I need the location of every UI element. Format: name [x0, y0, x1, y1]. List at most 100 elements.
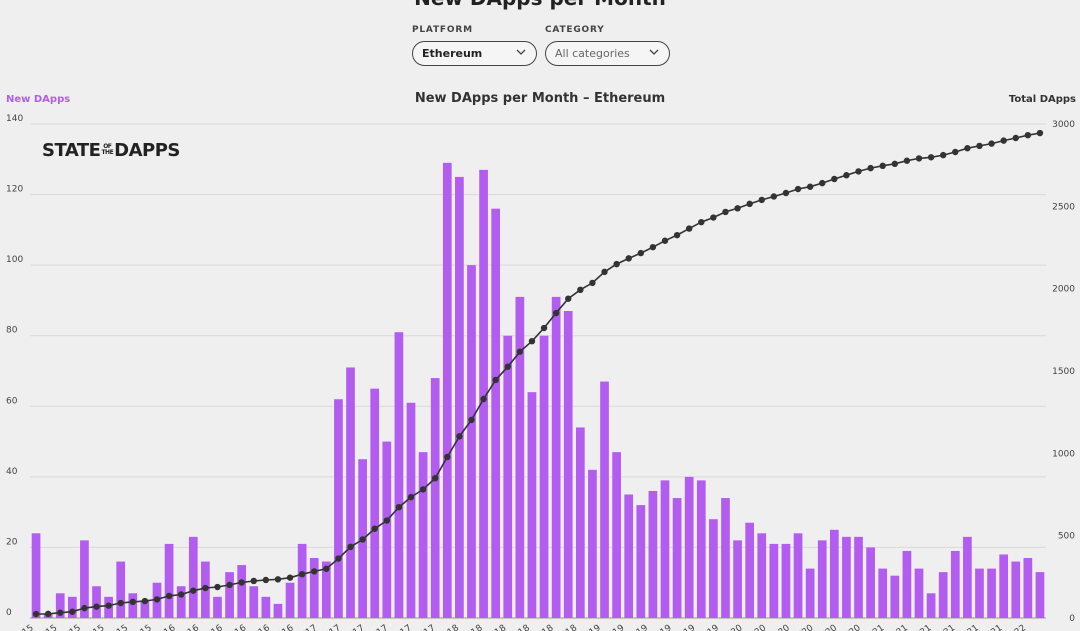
total-dapps-point	[298, 570, 306, 578]
total-dapps-point	[323, 565, 330, 572]
total-dapps-point	[552, 309, 560, 317]
total-dapps-point	[190, 587, 197, 594]
x-tick-label: '20	[822, 623, 839, 631]
bar	[575, 427, 585, 618]
bar	[334, 399, 343, 618]
bar	[394, 332, 404, 618]
x-tick-label: '20	[846, 623, 863, 631]
bar	[285, 582, 295, 618]
total-dapps-point	[32, 610, 40, 618]
bar	[479, 169, 488, 618]
x-tick-label: '18	[538, 623, 555, 631]
x-tick-label: '17	[420, 623, 437, 631]
y-right-tick-label: 500	[1058, 532, 1075, 542]
total-dapps-point	[407, 493, 415, 501]
x-tick-label: '15	[89, 623, 106, 631]
y-right-tick-label: 1500	[1052, 367, 1075, 377]
x-tick-label: '19	[704, 623, 721, 631]
bar	[1011, 561, 1021, 618]
x-tick-label: '16	[208, 623, 225, 631]
total-dapps-point	[359, 536, 366, 543]
bar	[140, 600, 150, 618]
x-tick-label: '17	[302, 623, 319, 631]
total-dapps-point	[250, 577, 257, 585]
bar	[55, 593, 65, 618]
total-dapps-point	[202, 584, 209, 592]
bar	[346, 367, 355, 618]
x-tick-label: '18	[467, 623, 484, 631]
x-tick-label: '20	[751, 623, 768, 631]
bar	[902, 550, 912, 618]
bar	[551, 296, 561, 618]
total-dapps-point	[589, 279, 596, 287]
x-tick-label: '16	[184, 623, 201, 631]
category-select[interactable]: All categories	[545, 41, 670, 66]
total-dapps-point	[371, 525, 378, 532]
total-dapps-point	[722, 208, 729, 216]
total-dapps-point	[891, 160, 899, 168]
bar	[442, 162, 452, 619]
category-filter: CATEGORY All categories	[545, 25, 670, 66]
total-dapps-point	[831, 175, 838, 183]
bar	[854, 536, 863, 618]
bar	[842, 536, 851, 618]
total-dapps-point	[625, 255, 632, 262]
x-tick-label: '16	[278, 623, 295, 631]
x-tick-label: '15	[42, 623, 59, 631]
x-tick-label: '15	[66, 623, 83, 631]
y-left-tick-label: 40	[6, 467, 18, 477]
total-dapps-point	[1000, 137, 1007, 144]
x-tick-label: '21	[987, 623, 1004, 631]
bar	[733, 540, 742, 618]
bar	[225, 572, 234, 618]
bar	[684, 476, 694, 618]
bar	[769, 543, 779, 618]
total-dapps-point	[734, 205, 741, 212]
x-tick-label: '18	[515, 623, 532, 631]
bar	[164, 543, 174, 618]
y-left-tick-label: 140	[6, 114, 23, 124]
x-tick-label: '21	[916, 623, 933, 631]
total-dapps-point	[952, 148, 959, 156]
bar	[297, 543, 307, 618]
chevron-down-icon	[516, 49, 526, 55]
bar	[709, 519, 718, 618]
bar	[176, 586, 186, 618]
x-tick-label: '15	[19, 623, 36, 631]
platform-select-value: Ethereum	[422, 47, 483, 60]
y-right-tick-label: 2000	[1052, 285, 1075, 295]
chart-title: New DApps per Month – Ethereum	[414, 91, 666, 106]
x-tick-label: '16	[255, 623, 272, 631]
y-right-tick-label: 1000	[1052, 449, 1075, 459]
total-dapps-point	[1036, 129, 1044, 137]
total-dapps-point	[93, 603, 100, 610]
total-dapps-point	[153, 596, 161, 603]
bar	[213, 596, 222, 618]
total-dapps-point	[383, 517, 391, 524]
y-right-tick-label: 2500	[1052, 202, 1075, 212]
bar	[382, 441, 392, 618]
total-dapps-point	[915, 155, 923, 162]
bar	[672, 498, 682, 618]
bar	[503, 335, 513, 618]
x-tick-label: '15	[137, 623, 154, 631]
bar	[757, 533, 767, 618]
bar	[273, 603, 283, 618]
bar	[515, 296, 525, 618]
y-right-tick-label: 3000	[1052, 120, 1075, 130]
total-dapps-point	[819, 179, 826, 187]
total-dapps-point	[141, 597, 149, 605]
total-dapps-point	[661, 237, 669, 244]
total-dapps-point	[806, 183, 814, 190]
state-of-the-dapps-logo: STATE OF THE DAPPS	[42, 139, 180, 161]
total-dapps-point	[673, 231, 681, 239]
bar	[890, 575, 900, 618]
platform-select[interactable]: Ethereum	[412, 41, 537, 66]
bar	[975, 568, 984, 618]
y-left-tick-label: 0	[6, 608, 12, 618]
bar	[817, 540, 827, 618]
x-tick-label: '20	[727, 623, 744, 631]
x-tick-label: '16	[160, 623, 177, 631]
total-dapps-point	[480, 395, 487, 403]
total-dapps-point	[601, 268, 608, 276]
